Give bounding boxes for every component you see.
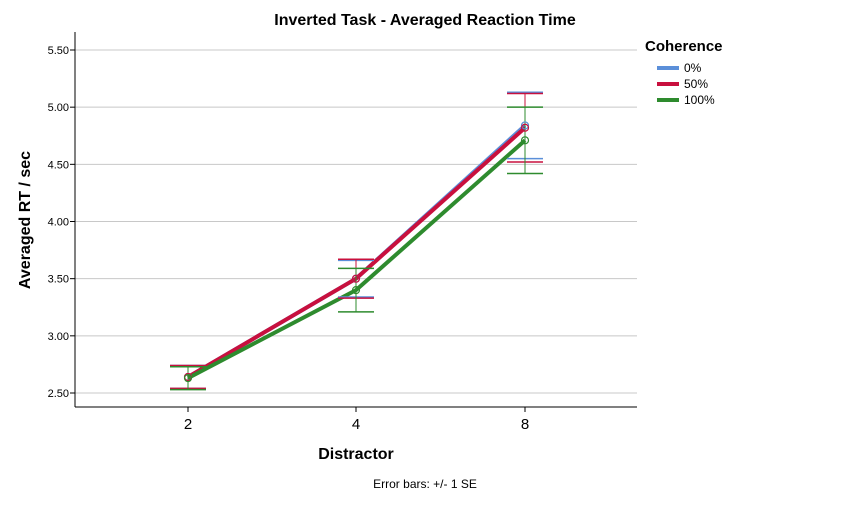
y-tick-label: 3.50	[48, 274, 69, 286]
data-point	[351, 286, 361, 295]
data-point	[520, 136, 530, 145]
legend-entry: 0%	[684, 61, 702, 75]
series-lines	[186, 123, 527, 380]
error-bar-note: Error bars: +/- 1 SE	[373, 477, 477, 491]
x-tick-label: 2	[184, 416, 192, 433]
y-tick-label: 4.00	[48, 217, 69, 229]
grid-lines	[75, 49, 637, 394]
y-tick-label: 5.00	[48, 102, 69, 114]
y-tick-labels: 2.50 3.00 3.50 4.00 4.50 5.00 5.50	[48, 45, 75, 400]
data-point	[520, 121, 530, 130]
legend: Coherence 0% 50% 100%	[645, 38, 723, 107]
axes	[74, 32, 637, 408]
chart-title: Inverted Task - Averaged Reaction Time	[274, 12, 576, 29]
y-tick-label: 4.50	[48, 159, 69, 171]
legend-entry: 100%	[684, 93, 715, 107]
y-tick-label: 2.50	[48, 388, 69, 400]
series-line	[186, 123, 527, 379]
x-tick-labels: 2 4 8	[184, 407, 529, 433]
x-axis-label: Distractor	[318, 446, 394, 463]
legend-title: Coherence	[645, 38, 723, 55]
data-point	[183, 374, 193, 383]
data-point-markers	[183, 121, 530, 383]
data-point	[351, 274, 361, 283]
data-point	[520, 123, 530, 132]
y-tick-label: 3.00	[48, 331, 69, 343]
y-axis-label: Averaged RT / sec	[17, 151, 34, 289]
x-tick-label: 8	[521, 416, 529, 433]
error-bars	[170, 91, 543, 391]
series-line	[186, 126, 527, 379]
x-tick-label: 4	[352, 416, 360, 433]
legend-entry: 50%	[684, 77, 708, 91]
y-tick-label: 5.50	[48, 45, 69, 57]
